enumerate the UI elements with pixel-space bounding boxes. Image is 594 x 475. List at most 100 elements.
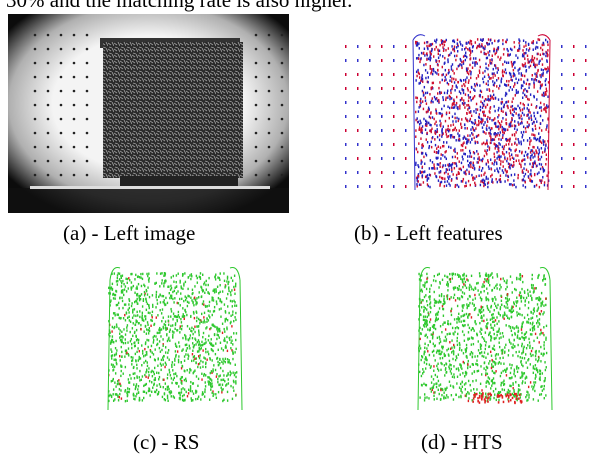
- decor: [431, 146, 432, 149]
- decor: [472, 302, 473, 304]
- decor: [458, 274, 459, 276]
- decor: [473, 388, 474, 390]
- decor: [167, 377, 168, 379]
- decor: [476, 77, 477, 80]
- decor: [357, 45, 359, 48]
- decor: [369, 59, 371, 62]
- decor: [236, 371, 237, 373]
- decor: [530, 93, 531, 96]
- decor: [525, 52, 526, 55]
- decor: [451, 372, 452, 374]
- decor: [467, 89, 468, 92]
- decor: [502, 357, 503, 359]
- decor: [530, 317, 531, 319]
- decor: [519, 294, 520, 296]
- decor: [166, 327, 167, 329]
- decor: [494, 74, 495, 77]
- decor: [476, 359, 477, 361]
- decor: [459, 160, 460, 163]
- decor: [422, 74, 423, 77]
- decor: [486, 366, 487, 368]
- decor: [506, 122, 507, 125]
- decor: [493, 365, 494, 367]
- decor: [470, 77, 471, 80]
- decor: [122, 275, 123, 277]
- decor: [167, 373, 168, 375]
- decor: [515, 289, 516, 291]
- decor: [541, 156, 542, 159]
- decor: [218, 349, 219, 351]
- decor: [534, 328, 535, 330]
- decor: [522, 365, 523, 367]
- decor: [416, 101, 417, 104]
- decor: [495, 363, 496, 365]
- decor: [220, 379, 221, 381]
- decor: [510, 394, 512, 396]
- decor: [192, 399, 193, 401]
- decor: [190, 297, 191, 299]
- decor: [543, 103, 544, 106]
- decor: [177, 290, 178, 292]
- decor: [463, 283, 464, 285]
- decor: [446, 112, 447, 115]
- decor: [511, 153, 512, 156]
- decor: [185, 338, 186, 340]
- decor: [435, 314, 436, 316]
- decor: [456, 318, 457, 320]
- decor: [430, 111, 431, 114]
- decor: [467, 160, 468, 163]
- decor: [73, 146, 76, 149]
- decor: [450, 348, 451, 350]
- decor: [268, 104, 271, 107]
- decor: [422, 356, 423, 358]
- decor: [528, 98, 529, 101]
- decor: [483, 104, 484, 107]
- decor: [162, 396, 163, 398]
- decor: [485, 372, 486, 374]
- decor: [164, 323, 165, 325]
- decor: [114, 312, 115, 314]
- decor: [165, 351, 166, 353]
- decor: [470, 166, 471, 169]
- decor: [189, 328, 190, 330]
- decor: [475, 108, 476, 111]
- decor: [525, 62, 526, 65]
- decor: [155, 348, 156, 350]
- decor: [268, 76, 271, 79]
- decor: [448, 283, 449, 285]
- decor: [178, 359, 179, 361]
- decor: [503, 75, 504, 78]
- decor: [429, 130, 430, 133]
- decor: [234, 374, 235, 376]
- decor: [201, 313, 202, 315]
- decor: [496, 283, 497, 285]
- decor: [473, 304, 474, 306]
- decor: [124, 288, 125, 290]
- decor: [211, 359, 212, 361]
- decor: [448, 135, 449, 138]
- decor: [533, 121, 534, 124]
- decor: [150, 319, 151, 321]
- decor: [532, 150, 533, 153]
- decor: [172, 330, 173, 332]
- decor: [119, 393, 120, 395]
- decor: [484, 362, 485, 364]
- decor: [419, 396, 420, 398]
- decor: [172, 369, 173, 371]
- decor: [487, 400, 489, 402]
- decor: [496, 161, 497, 164]
- decor: [517, 154, 518, 157]
- decor: [420, 332, 421, 334]
- decor: [502, 117, 503, 120]
- decor: [495, 298, 496, 300]
- decor: [205, 348, 206, 350]
- decor: [515, 381, 516, 383]
- decor: [422, 372, 423, 374]
- decor: [440, 146, 441, 149]
- decor: [381, 115, 383, 118]
- decor: [530, 65, 531, 68]
- decor: [543, 274, 544, 276]
- decor: [488, 54, 489, 57]
- decor: [143, 361, 144, 363]
- decor: [217, 378, 218, 380]
